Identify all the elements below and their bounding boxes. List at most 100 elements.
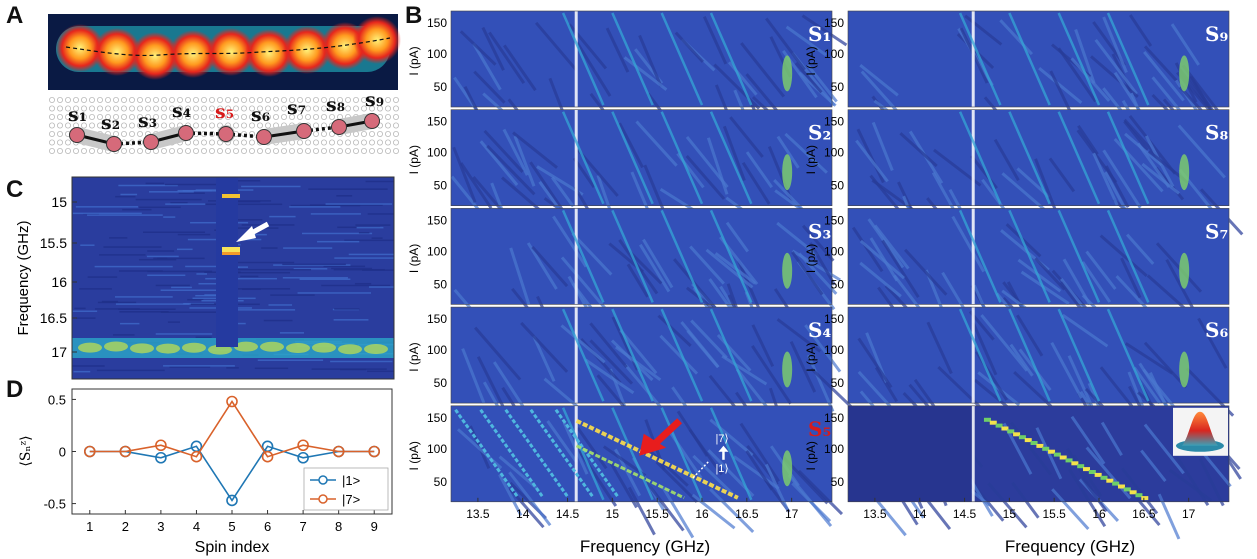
subpanel-ytick: 50 <box>831 179 845 193</box>
panel-c-noise <box>72 177 394 373</box>
subpanel-ylabel: I (pA) <box>407 145 421 174</box>
spin-site <box>331 119 347 135</box>
panel-c-ytick: 15.5 <box>40 235 67 251</box>
panel-b-right-xlabel: Frequency (GHz) <box>1005 537 1135 556</box>
panel-c-ylabel: Frequency (GHz) <box>15 220 32 335</box>
subpanel-label: S₂ <box>808 121 831 145</box>
panel-b-xtick: 16 <box>695 507 709 521</box>
subpanel-ytick: 50 <box>831 376 845 390</box>
series-point <box>83 445 96 458</box>
panel-letter-c: C <box>6 176 24 203</box>
panel-d-xtick: 1 <box>86 519 93 534</box>
atom-glow <box>353 16 401 64</box>
subpanel-label: S₃ <box>808 219 831 243</box>
subpanel-ytick: 100 <box>427 442 447 456</box>
panel-d-ticks: 1 2 3 4 5 6 7 8 9 0.5 0 -0.5 <box>44 392 378 534</box>
series-point <box>297 451 309 464</box>
panel-d-ytick: -0.5 <box>44 497 66 512</box>
panel-c-ytick: 15 <box>51 194 67 210</box>
spin-label: s₈ <box>326 94 345 116</box>
subpanel-ytick: 100 <box>824 442 844 456</box>
series-point <box>368 445 381 458</box>
atom-glow <box>283 26 331 74</box>
dimer-chain <box>69 113 380 152</box>
subpanel-ylabel: I (pA) <box>804 342 818 371</box>
panel-d-series <box>83 395 381 507</box>
panel-b-xtick: 16.5 <box>735 507 759 521</box>
subpanel-ytick: 100 <box>427 47 447 61</box>
series-point <box>332 445 345 458</box>
subpanel-ytick: 150 <box>824 312 844 326</box>
heatmap-subpanel: S₈ I (pA) 150 100 50 <box>804 109 1244 252</box>
spin-label: s₃ <box>138 110 157 132</box>
subpanel-label: S₇ <box>1205 219 1228 243</box>
subpanel-ytick: 150 <box>824 213 844 227</box>
panel-d-ylabel: ⟨Sₙᶻ⟩ <box>18 435 34 466</box>
subpanel-ytick: 50 <box>831 80 845 94</box>
panel-b-xtick: 14.5 <box>953 507 977 521</box>
panel-b-xtick: 16 <box>1092 507 1106 521</box>
spin-site <box>256 129 272 145</box>
panel-letter-d: D <box>6 376 24 403</box>
legend-label-1: |1> <box>342 473 360 488</box>
spin-site <box>218 126 234 142</box>
panel-b-xtick: 15 <box>1003 507 1017 521</box>
subpanel-ytick: 50 <box>831 475 845 489</box>
spin-label: s₁ <box>68 104 87 126</box>
panel-b-xtick: 17 <box>1182 507 1196 521</box>
panel-d-xlabel: Spin index <box>195 539 270 556</box>
subpanel-ylabel: I (pA) <box>407 441 421 470</box>
panel-d-ytick: 0.5 <box>48 392 66 407</box>
subpanel-ytick: 100 <box>824 146 844 160</box>
atom-glow <box>245 29 293 77</box>
panel-d-legend: |1> |7> <box>303 467 389 511</box>
panel-b-xticks: 13.5 14 14.5 15 15.5 16 16.5 17 <box>863 497 1196 521</box>
panel-letter-a: A <box>6 2 24 29</box>
series-point <box>119 445 132 458</box>
panel-b-xtick: 13.5 <box>863 507 887 521</box>
panel-d-xtick: 7 <box>299 519 306 534</box>
atom-glow <box>207 28 255 76</box>
subpanel-ytick: 150 <box>427 411 447 425</box>
panel-d-xtick: 3 <box>157 519 164 534</box>
subpanel-ytick: 150 <box>427 115 447 129</box>
subpanel-ylabel: I (pA) <box>407 46 421 75</box>
subpanel-ytick: 100 <box>824 343 844 357</box>
spin-label: s₆ <box>251 104 270 126</box>
spin-site <box>364 113 380 129</box>
panel-b-xticks: 13.5 14 14.5 15 15.5 16 16.5 17 <box>466 497 799 521</box>
subpanel-ytick: 50 <box>434 179 448 193</box>
panel-d-xtick: 8 <box>335 519 342 534</box>
series-point <box>297 439 309 452</box>
panel-b-xtick: 14 <box>913 507 927 521</box>
panel-d-xtick: 9 <box>371 519 378 534</box>
series-point <box>226 494 238 507</box>
panel-d-xtick: 2 <box>122 519 129 534</box>
subpanel-label: S₈ <box>1205 121 1228 145</box>
panel-b-xtick: 14.5 <box>556 507 580 521</box>
heatmap-subpanel: S₄I (pA) 150 100 50 <box>407 306 858 444</box>
panel-c: Frequency (GHz) 15 15.5 16 16.5 17 <box>15 176 395 380</box>
spin-label: s₄ <box>172 100 191 122</box>
panel-b-xtick: 15.5 <box>646 507 670 521</box>
subpanel-label: S₄ <box>808 318 831 342</box>
state-label-1: |1⟩ <box>715 463 728 475</box>
panel-b-left-xlabel: Frequency (GHz) <box>580 537 710 556</box>
subpanel-ytick: 100 <box>427 146 447 160</box>
subpanel-ytick: 100 <box>427 343 447 357</box>
spin-label: s₅ <box>215 101 234 123</box>
series-point <box>155 451 167 464</box>
panel-c-ytick: 16.5 <box>40 310 67 326</box>
subpanel-ytick: 150 <box>427 312 447 326</box>
spin-label: s₉ <box>365 89 384 111</box>
subpanel-ytick: 50 <box>434 80 448 94</box>
panel-c-yticks: 15 15.5 16 16.5 17 <box>40 194 77 360</box>
subpanel-ytick: 150 <box>824 16 844 30</box>
spin-site <box>69 127 85 143</box>
series-line <box>89 445 375 502</box>
spin-site <box>296 123 312 139</box>
